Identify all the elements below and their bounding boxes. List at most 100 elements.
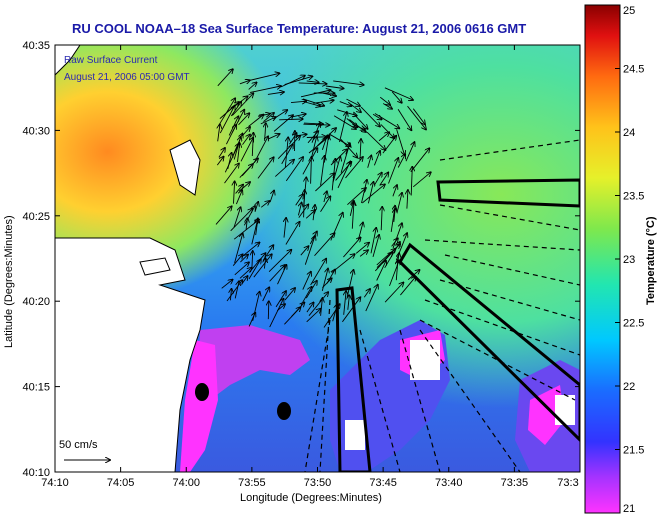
x-tick-label: 73:3 xyxy=(557,477,578,489)
current-vector xyxy=(248,259,261,280)
current-vector xyxy=(267,134,280,140)
current-vector xyxy=(313,100,334,104)
current-vector xyxy=(290,101,306,102)
current-vector xyxy=(238,113,250,126)
current-vector xyxy=(230,102,241,117)
current-vector xyxy=(256,218,258,236)
current-vector xyxy=(253,136,268,164)
current-vector xyxy=(372,113,382,119)
current-vector xyxy=(306,137,326,138)
current-vector xyxy=(234,262,249,276)
current-vector xyxy=(218,98,236,126)
current-vector xyxy=(350,103,361,112)
current-vector xyxy=(284,218,286,238)
colorbar-tick-label: 21 xyxy=(623,503,635,515)
x-tick-label: 74:10 xyxy=(41,477,69,489)
colorbar-tick-label: 23.5 xyxy=(623,191,644,203)
current-vector xyxy=(314,233,335,256)
current-vector xyxy=(268,301,269,320)
current-vector xyxy=(367,182,373,204)
current-vector xyxy=(346,98,361,106)
current-vector xyxy=(323,93,336,96)
current-vector xyxy=(407,190,408,209)
current-vector xyxy=(238,143,240,163)
current-vector xyxy=(304,236,315,265)
current-vector xyxy=(289,133,296,145)
y-tick-label: 40:15 xyxy=(22,382,50,394)
current-vector xyxy=(394,209,395,223)
current-vector xyxy=(361,180,367,204)
x-axis-label: Longitude (Degrees:Minutes) xyxy=(240,492,382,504)
current-vector xyxy=(405,142,415,162)
current-vector xyxy=(235,185,244,194)
current-vector xyxy=(321,269,328,292)
current-vector xyxy=(269,299,284,328)
current-vector xyxy=(285,222,300,245)
current-vector xyxy=(352,113,367,128)
x-tick-label: 74:05 xyxy=(107,477,135,489)
current-vector xyxy=(264,258,265,269)
current-vector xyxy=(242,135,251,145)
current-vector xyxy=(340,138,357,157)
current-vector xyxy=(392,185,397,197)
y-tick-label: 40:30 xyxy=(22,125,50,137)
current-vector xyxy=(306,303,314,313)
colorbar-tick-label: 22 xyxy=(623,381,635,393)
current-vector xyxy=(391,238,398,247)
current-vector xyxy=(391,91,402,103)
current-vector xyxy=(342,297,360,323)
current-vector xyxy=(400,277,415,296)
y-tick-label: 40:10 xyxy=(22,467,50,479)
y-tick-label: 40:20 xyxy=(22,296,50,308)
current-vector xyxy=(233,137,241,160)
current-vector xyxy=(311,157,312,184)
current-vector xyxy=(281,144,293,165)
y-tick-label: 40:25 xyxy=(22,211,50,223)
current-vector xyxy=(253,254,272,278)
current-vector xyxy=(325,86,344,89)
current-vector xyxy=(215,206,232,225)
current-vector xyxy=(360,139,361,161)
current-vector xyxy=(285,157,303,182)
current-vector xyxy=(284,76,313,86)
current-vector xyxy=(382,136,396,154)
current-vector xyxy=(311,136,317,158)
current-vector xyxy=(376,261,386,281)
current-vector xyxy=(252,292,260,322)
current-vector xyxy=(303,123,323,124)
current-vector xyxy=(302,272,311,290)
current-vector xyxy=(239,268,252,279)
current-vector xyxy=(355,243,369,254)
current-vector xyxy=(310,259,327,286)
current-vector xyxy=(217,69,233,87)
current-vector xyxy=(228,116,238,136)
current-vector xyxy=(320,156,325,186)
current-vector xyxy=(241,242,259,258)
current-vector xyxy=(280,76,305,88)
current-vector xyxy=(413,172,431,188)
current-vector xyxy=(300,90,331,98)
current-vector xyxy=(234,181,235,204)
current-vector xyxy=(315,173,334,192)
colorbar-ticks: 25 24.5 24 23.5 23 22.5 22 21.5 21 xyxy=(615,4,644,515)
colorbar-label: Temperature (°C) xyxy=(645,216,657,305)
current-vector xyxy=(397,253,399,269)
x-tick-label: 73:55 xyxy=(238,477,266,489)
colorbar xyxy=(584,4,621,514)
current-vector xyxy=(397,109,411,130)
current-vector xyxy=(352,202,354,229)
plot-area xyxy=(55,45,580,472)
current-vector xyxy=(374,113,399,129)
current-vector xyxy=(302,148,318,175)
current-vector xyxy=(382,103,392,109)
current-vector xyxy=(277,136,300,160)
land-mass xyxy=(139,257,171,276)
current-vector xyxy=(250,86,281,93)
current-vector xyxy=(309,232,317,245)
current-vector xyxy=(339,112,347,143)
current-vector xyxy=(348,295,350,310)
scale-arrow-label: 50 cm/s xyxy=(59,439,98,451)
current-vector xyxy=(320,196,331,213)
cold-water-patch xyxy=(180,340,218,472)
current-vector xyxy=(234,234,243,264)
